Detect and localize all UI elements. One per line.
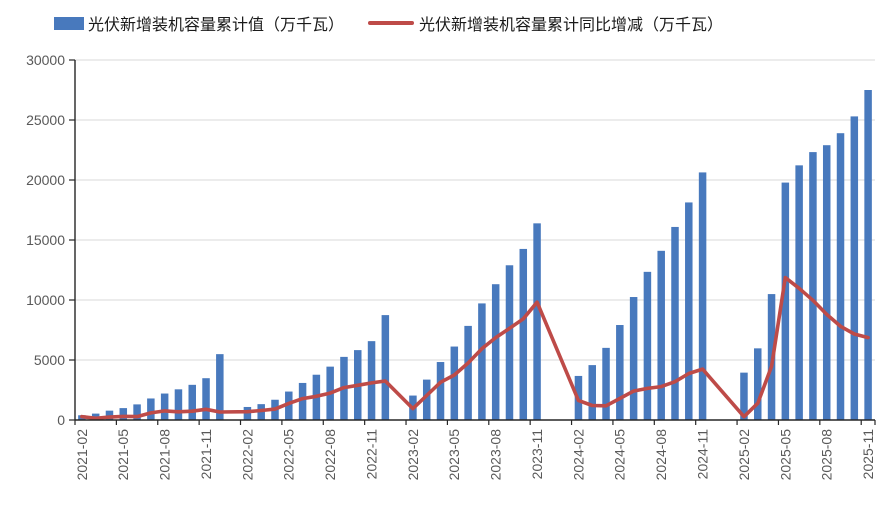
x-tick-label: 2022-05 [281, 429, 297, 481]
x-tick-label-group: 2024-11 [694, 429, 710, 480]
bar [629, 297, 638, 420]
bar [698, 172, 707, 420]
x-tick-label-group: 2024-02 [570, 429, 586, 481]
bar [216, 354, 224, 420]
bar [864, 90, 872, 420]
bar [754, 348, 762, 420]
x-tick-label-group: 2021-08 [157, 429, 173, 481]
bar [147, 398, 155, 420]
bar [464, 325, 472, 420]
y-tick-label: 25000 [26, 112, 65, 128]
y-tick-label: 0 [57, 412, 65, 428]
bar [850, 116, 859, 421]
bar [188, 384, 196, 420]
bar [450, 346, 459, 420]
x-tick-label-group: 2022-05 [281, 429, 297, 481]
bar [740, 372, 748, 420]
x-tick-label: 2024-08 [653, 429, 669, 481]
x-tick-label: 2024-05 [612, 429, 628, 481]
x-tick-label: 2024-11 [694, 429, 710, 480]
bar [285, 391, 293, 420]
bar [822, 145, 831, 420]
x-tick-label: 2021-02 [74, 429, 90, 481]
bar [436, 362, 445, 420]
x-tick-label: 2025-08 [819, 429, 835, 481]
y-tick-label: 30000 [26, 52, 65, 68]
bar [202, 378, 210, 420]
bar [836, 133, 845, 420]
x-tick-label-group: 2021-05 [115, 429, 131, 481]
y-tick-label: 5000 [34, 352, 65, 368]
x-tick-label-group: 2021-11 [198, 429, 214, 480]
bar [478, 303, 486, 420]
x-tick-label: 2022-02 [239, 429, 255, 481]
x-tick-label-group: 2023-08 [488, 429, 504, 481]
x-tick-label-group: 2022-02 [239, 429, 255, 481]
x-tick-label: 2021-11 [198, 429, 214, 480]
bar [685, 202, 693, 420]
bar [381, 315, 390, 420]
x-tick-label: 2023-08 [488, 429, 504, 481]
x-tick-label-group: 2023-02 [405, 429, 421, 481]
x-tick-label-group: 2022-11 [363, 429, 379, 480]
bar [588, 365, 596, 420]
bar [809, 152, 817, 420]
bar [795, 165, 803, 420]
chart-legend: 光伏新增装机容量累计值（万千瓦） 光伏新增装机容量累计同比增减（万千瓦） [54, 11, 723, 35]
x-tick-label: 2022-11 [363, 429, 379, 480]
bar [671, 226, 679, 420]
x-tick-label-group: 2023-11 [529, 429, 545, 480]
bar [657, 250, 665, 420]
x-tick-label-group: 2023-05 [446, 429, 462, 481]
x-tick-label: 2023-02 [405, 429, 421, 481]
bar [643, 271, 652, 420]
x-tick-label-group: 2025-02 [736, 429, 752, 481]
x-tick-label: 2023-05 [446, 429, 462, 481]
x-tick-label-group: 2022-08 [322, 429, 338, 481]
x-tick-label: 2025-05 [777, 429, 793, 481]
x-tick-label: 2021-05 [115, 429, 131, 481]
x-tick-label-group: 2025-05 [777, 429, 793, 481]
bar [160, 393, 169, 420]
legend-line-swatch [368, 21, 415, 25]
bar [367, 341, 376, 420]
bar [781, 182, 790, 420]
bar [491, 284, 500, 420]
x-tick-label: 2024-02 [570, 429, 586, 481]
x-tick-label: 2025-02 [736, 429, 752, 481]
legend-line-label: 光伏新增装机容量累计同比增减（万千瓦） [419, 17, 724, 34]
bar [602, 347, 610, 420]
legend-bar-swatch [54, 16, 84, 30]
x-tick-label-group: 2025-08 [819, 429, 835, 481]
bar [616, 325, 624, 420]
bar [174, 389, 183, 420]
y-tick-label: 10000 [26, 292, 65, 308]
bar [533, 223, 541, 420]
yoy-line [80, 275, 870, 421]
x-tick-label-group: 2025-11 [860, 429, 876, 480]
y-tick-label: 15000 [26, 232, 65, 248]
bar [422, 379, 431, 420]
bar [298, 382, 307, 420]
x-tick-label: 2023-11 [529, 429, 545, 480]
bar [119, 408, 128, 420]
bar [133, 404, 141, 420]
x-tick-label-group: 2024-08 [653, 429, 669, 481]
x-tick-label: 2022-08 [322, 429, 338, 481]
x-tick-label-group: 2021-02 [74, 429, 90, 481]
bar [505, 265, 514, 420]
y-tick-label: 20000 [26, 172, 65, 188]
x-tick-label: 2025-11 [860, 429, 876, 480]
legend-bar-label: 光伏新增装机容量累计值（万千瓦） [88, 17, 345, 34]
x-tick-label-group: 2024-05 [612, 429, 628, 481]
bar [519, 248, 528, 420]
x-tick-label: 2021-08 [157, 429, 173, 481]
